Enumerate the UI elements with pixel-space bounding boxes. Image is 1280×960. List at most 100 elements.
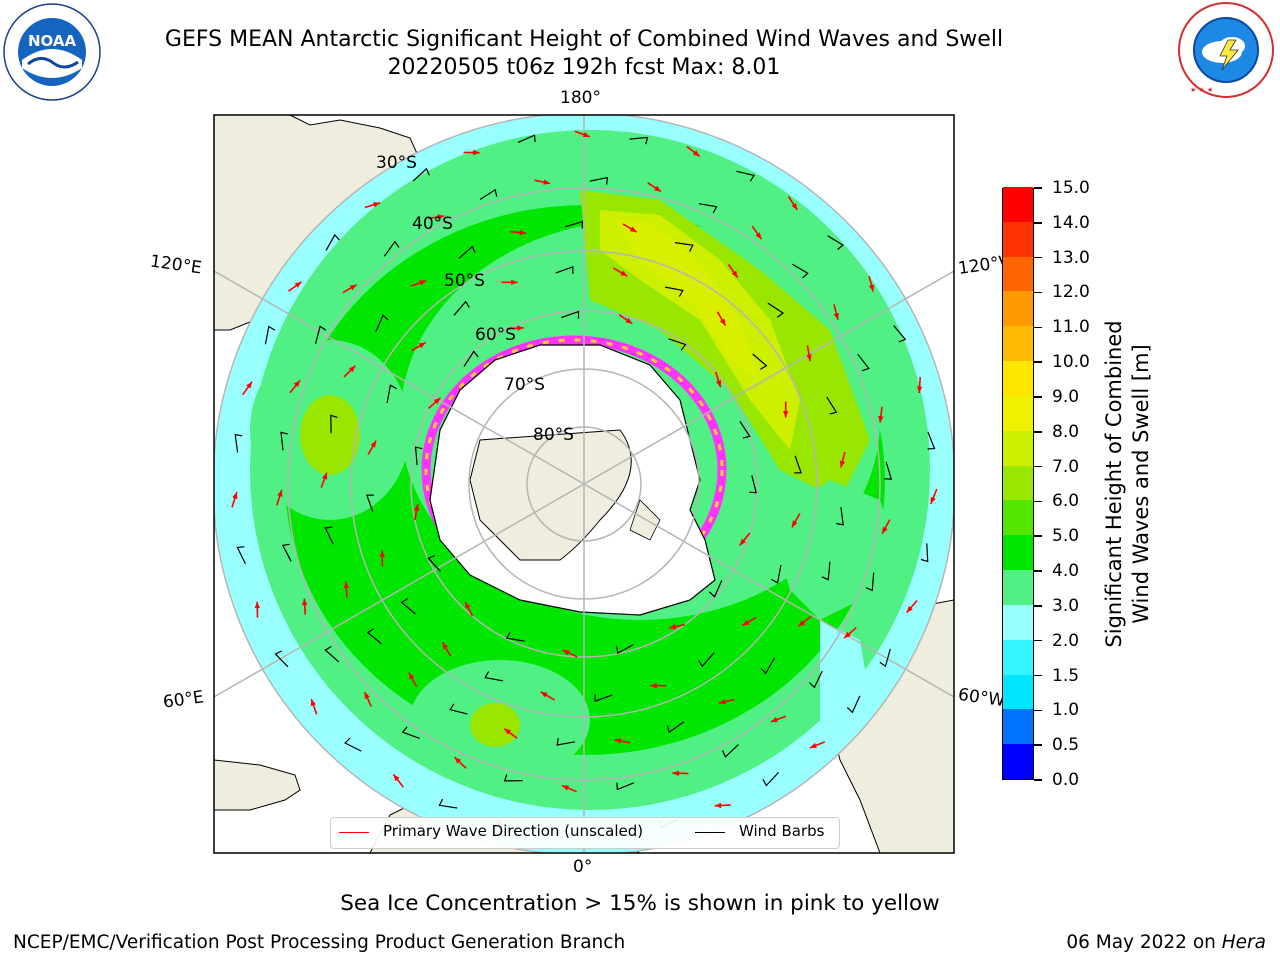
wave-arrow-head bbox=[791, 203, 798, 210]
wave-arrow-head bbox=[379, 550, 385, 557]
wave-arrow-head bbox=[625, 317, 633, 324]
colorbar-tick bbox=[1034, 256, 1042, 259]
wind-barb bbox=[884, 461, 893, 480]
sea-ice-yellow-edge bbox=[424, 338, 724, 602]
wind-barb bbox=[330, 414, 338, 434]
wind-barb bbox=[666, 721, 685, 734]
wind-barb bbox=[721, 744, 739, 758]
colorbar-tick bbox=[1034, 639, 1042, 642]
wind-barb bbox=[505, 631, 525, 642]
wind-barb bbox=[281, 543, 292, 562]
wave-arrow-head bbox=[906, 606, 913, 613]
wave-arrow-head bbox=[791, 520, 798, 528]
wave-arrow-head bbox=[433, 397, 441, 405]
wind-barb bbox=[808, 670, 823, 689]
lat-label-80s: 80°S bbox=[533, 425, 574, 445]
wave-arrow-head bbox=[620, 270, 628, 277]
wave-arrow-head bbox=[437, 214, 444, 220]
colorbar-tick-label: 8.0 bbox=[1052, 421, 1080, 442]
colorbar-tick bbox=[1034, 535, 1042, 537]
colorbar-tick bbox=[1034, 465, 1042, 468]
wave-arrow-head bbox=[246, 381, 253, 389]
colorbar-tick bbox=[1034, 361, 1042, 363]
wave-arrow-head bbox=[833, 312, 839, 320]
wave-arrow-head bbox=[519, 229, 527, 236]
wind-barb bbox=[324, 526, 334, 545]
colorbar-tick bbox=[1034, 605, 1042, 607]
wind-barb bbox=[865, 572, 875, 592]
colorbar-tick-label: 14.0 bbox=[1052, 212, 1090, 233]
lon-label-180: 180° bbox=[560, 88, 601, 108]
wind-barb bbox=[767, 302, 785, 318]
wind-barb bbox=[674, 242, 694, 252]
colorbar-segment bbox=[1003, 186, 1033, 222]
wave-arrow-head bbox=[349, 284, 357, 291]
svg-text:★ ★ ★: ★ ★ ★ bbox=[1190, 86, 1213, 94]
noaa-logo: NOAA bbox=[3, 3, 101, 101]
wave-arrow-head bbox=[543, 179, 551, 185]
wind-barb bbox=[453, 300, 470, 316]
wind-barb bbox=[827, 235, 844, 250]
graticule bbox=[214, 115, 954, 853]
wave-arrow-head bbox=[716, 380, 722, 388]
colorbar-tick-label: 3.0 bbox=[1052, 595, 1080, 616]
wind-barb bbox=[517, 134, 536, 143]
wind-barb bbox=[555, 266, 574, 274]
wave-arrow-head bbox=[419, 280, 427, 286]
wave-arrow-head bbox=[868, 284, 875, 292]
wave-arrow-head bbox=[654, 185, 661, 192]
colorbar-tick-label: 6.0 bbox=[1052, 491, 1080, 512]
colorbar-title-line1: Significant Height of Combined bbox=[1102, 320, 1126, 648]
wind-barb bbox=[857, 353, 870, 372]
wave-arrow-head bbox=[742, 619, 750, 626]
wind-barb bbox=[386, 384, 397, 404]
wind-barb bbox=[414, 446, 423, 466]
footer-date: 06 May 2022 on Hera bbox=[1066, 932, 1266, 953]
wind-barb bbox=[927, 431, 936, 450]
colorbar-tick bbox=[1034, 396, 1042, 398]
wave-arrow-head bbox=[277, 489, 283, 497]
wave-arrow-head bbox=[839, 460, 846, 468]
wind-barb bbox=[821, 561, 831, 581]
wind-barb bbox=[236, 546, 246, 564]
colorbar-tick-label: 1.5 bbox=[1052, 665, 1080, 686]
wind-barb bbox=[274, 650, 289, 668]
colorbar-segment bbox=[1003, 534, 1033, 571]
wave-arrow-head bbox=[783, 411, 789, 418]
wind-barb bbox=[375, 314, 389, 333]
wind-barb bbox=[449, 703, 468, 715]
wave-arrow-head bbox=[718, 699, 726, 705]
noaa-logo-text: NOAA bbox=[28, 32, 77, 50]
wave-arrow-head bbox=[806, 354, 812, 362]
colorbar-tick bbox=[1034, 744, 1042, 746]
colorbar-tick-label: 13.0 bbox=[1052, 247, 1090, 268]
wave-arrow-head bbox=[348, 365, 356, 373]
wave-arrow-head bbox=[254, 601, 260, 609]
legend-wind-line bbox=[695, 832, 725, 833]
colorbar-tick-label: 5.0 bbox=[1052, 526, 1080, 547]
wave-arrow-head bbox=[614, 738, 622, 744]
wind-barb bbox=[264, 325, 276, 345]
wave-arrow-head bbox=[882, 526, 888, 534]
colorbar-tick-label: 7.0 bbox=[1052, 456, 1080, 477]
colorbar-tick bbox=[1034, 431, 1042, 433]
wind-barb bbox=[556, 738, 576, 746]
wind-barb bbox=[629, 136, 649, 145]
wave-arrow-head bbox=[373, 202, 381, 208]
wave-arrow-head bbox=[294, 281, 302, 288]
wind-barb bbox=[344, 737, 362, 752]
wave-arrow-head bbox=[442, 642, 449, 650]
wave-arrow-head bbox=[322, 472, 328, 480]
chart-title: GEFS MEAN Antarctic Significant Height o… bbox=[164, 27, 1004, 52]
wave-arrow-head bbox=[293, 380, 300, 387]
wave-arrow-head bbox=[465, 602, 471, 609]
wind-barb bbox=[791, 263, 809, 279]
colorbar-tick-label: 15.0 bbox=[1052, 178, 1090, 198]
colorbar-tick-label: 1.0 bbox=[1052, 700, 1080, 721]
colorbar-tick bbox=[1034, 779, 1042, 781]
colorbar-tick bbox=[1034, 570, 1042, 572]
colorbar-segment bbox=[1003, 569, 1033, 605]
legend-wind-label: Wind Barbs bbox=[739, 822, 825, 840]
map-legend: Primary Wave Direction (unscaled) Wind B… bbox=[330, 817, 840, 849]
